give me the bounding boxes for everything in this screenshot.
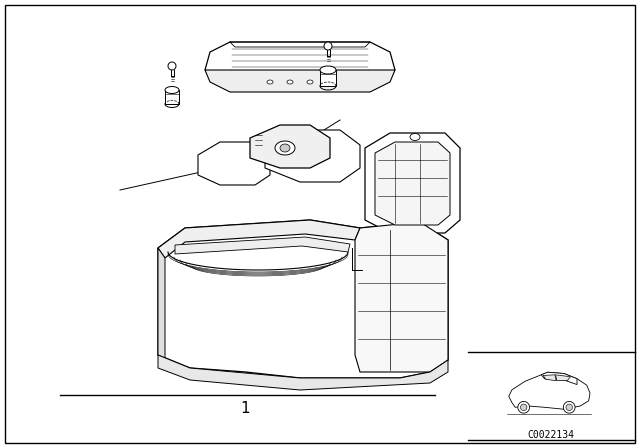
Polygon shape xyxy=(158,220,448,378)
Polygon shape xyxy=(267,80,273,84)
Polygon shape xyxy=(168,62,176,70)
Polygon shape xyxy=(205,70,395,92)
Polygon shape xyxy=(205,42,395,82)
Polygon shape xyxy=(165,90,179,104)
Polygon shape xyxy=(307,80,313,84)
Polygon shape xyxy=(563,401,575,413)
Polygon shape xyxy=(566,404,572,410)
Polygon shape xyxy=(198,142,270,185)
Polygon shape xyxy=(265,130,360,182)
Polygon shape xyxy=(158,248,165,358)
Text: C0022134: C0022134 xyxy=(527,430,575,440)
Polygon shape xyxy=(509,372,590,409)
Polygon shape xyxy=(375,142,450,225)
Polygon shape xyxy=(280,144,290,152)
Polygon shape xyxy=(520,404,527,410)
Polygon shape xyxy=(543,375,556,381)
Polygon shape xyxy=(250,125,330,168)
Polygon shape xyxy=(287,80,293,84)
Text: 1: 1 xyxy=(240,401,250,415)
Polygon shape xyxy=(365,133,460,233)
Polygon shape xyxy=(324,42,332,50)
Polygon shape xyxy=(518,401,529,413)
Polygon shape xyxy=(275,141,295,155)
Polygon shape xyxy=(556,375,570,381)
Polygon shape xyxy=(355,222,448,372)
Polygon shape xyxy=(158,220,360,258)
Polygon shape xyxy=(158,355,448,390)
Polygon shape xyxy=(320,66,336,74)
Polygon shape xyxy=(541,372,577,384)
Polygon shape xyxy=(320,70,336,86)
Polygon shape xyxy=(410,134,420,141)
Polygon shape xyxy=(165,86,179,94)
Polygon shape xyxy=(175,237,350,254)
